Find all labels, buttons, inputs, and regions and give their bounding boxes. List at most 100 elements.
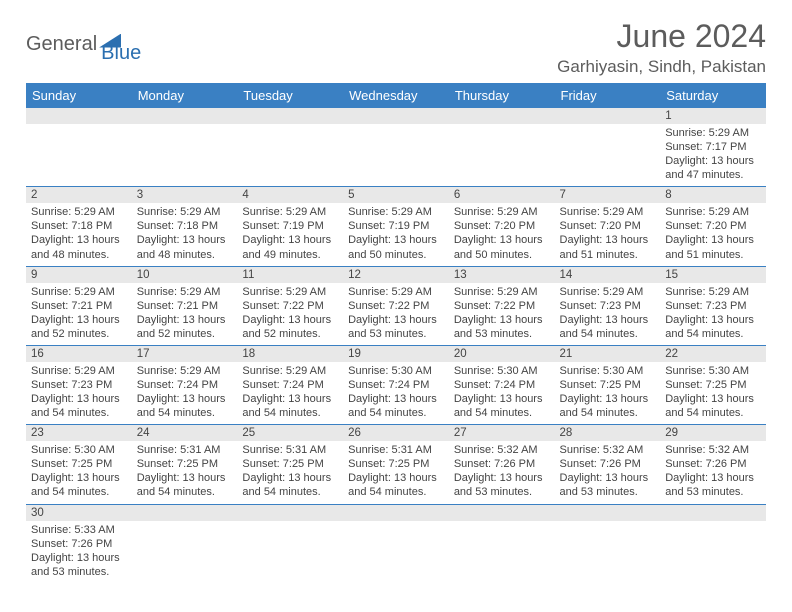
calendar-day-cell: 5Sunrise: 5:29 AMSunset: 7:19 PMDaylight… <box>343 187 449 266</box>
day-details: Sunrise: 5:31 AMSunset: 7:25 PMDaylight:… <box>343 441 449 503</box>
weekday-header: Sunday <box>26 83 132 108</box>
empty-day <box>237 505 343 521</box>
calendar-day-cell <box>449 108 555 187</box>
day-details: Sunrise: 5:29 AMSunset: 7:22 PMDaylight:… <box>343 283 449 345</box>
day-details: Sunrise: 5:29 AMSunset: 7:24 PMDaylight:… <box>132 362 238 424</box>
empty-day <box>132 505 238 521</box>
calendar-day-cell: 19Sunrise: 5:30 AMSunset: 7:24 PMDayligh… <box>343 345 449 424</box>
day-details: Sunrise: 5:29 AMSunset: 7:23 PMDaylight:… <box>26 362 132 424</box>
calendar-day-cell <box>26 108 132 187</box>
empty-day <box>343 108 449 124</box>
calendar-week-row: 2Sunrise: 5:29 AMSunset: 7:18 PMDaylight… <box>26 187 766 266</box>
day-number: 6 <box>449 187 555 203</box>
empty-day <box>449 108 555 124</box>
day-details: Sunrise: 5:29 AMSunset: 7:20 PMDaylight:… <box>555 203 661 265</box>
day-details: Sunrise: 5:30 AMSunset: 7:24 PMDaylight:… <box>449 362 555 424</box>
calendar-day-cell: 21Sunrise: 5:30 AMSunset: 7:25 PMDayligh… <box>555 345 661 424</box>
calendar-day-cell: 10Sunrise: 5:29 AMSunset: 7:21 PMDayligh… <box>132 266 238 345</box>
day-number: 25 <box>237 425 343 441</box>
day-details: Sunrise: 5:32 AMSunset: 7:26 PMDaylight:… <box>660 441 766 503</box>
day-number: 5 <box>343 187 449 203</box>
calendar-week-row: 16Sunrise: 5:29 AMSunset: 7:23 PMDayligh… <box>26 345 766 424</box>
title-block: June 2024 Garhiyasin, Sindh, Pakistan <box>557 18 766 77</box>
calendar-day-cell <box>343 504 449 583</box>
calendar-day-cell: 28Sunrise: 5:32 AMSunset: 7:26 PMDayligh… <box>555 425 661 504</box>
day-details: Sunrise: 5:32 AMSunset: 7:26 PMDaylight:… <box>555 441 661 503</box>
day-number: 9 <box>26 267 132 283</box>
calendar-table: SundayMondayTuesdayWednesdayThursdayFrid… <box>26 83 766 583</box>
day-details: Sunrise: 5:29 AMSunset: 7:19 PMDaylight:… <box>343 203 449 265</box>
calendar-week-row: 30Sunrise: 5:33 AMSunset: 7:26 PMDayligh… <box>26 504 766 583</box>
calendar-day-cell: 2Sunrise: 5:29 AMSunset: 7:18 PMDaylight… <box>26 187 132 266</box>
calendar-day-cell: 16Sunrise: 5:29 AMSunset: 7:23 PMDayligh… <box>26 345 132 424</box>
calendar-day-cell: 17Sunrise: 5:29 AMSunset: 7:24 PMDayligh… <box>132 345 238 424</box>
day-details: Sunrise: 5:29 AMSunset: 7:21 PMDaylight:… <box>26 283 132 345</box>
weekday-header: Monday <box>132 83 238 108</box>
day-details: Sunrise: 5:29 AMSunset: 7:23 PMDaylight:… <box>660 283 766 345</box>
calendar-body: 1Sunrise: 5:29 AMSunset: 7:17 PMDaylight… <box>26 108 766 583</box>
day-details: Sunrise: 5:29 AMSunset: 7:18 PMDaylight:… <box>132 203 238 265</box>
logo-text-general: General <box>26 33 97 56</box>
day-details: Sunrise: 5:29 AMSunset: 7:22 PMDaylight:… <box>449 283 555 345</box>
calendar-week-row: 9Sunrise: 5:29 AMSunset: 7:21 PMDaylight… <box>26 266 766 345</box>
day-details: Sunrise: 5:29 AMSunset: 7:17 PMDaylight:… <box>660 124 766 186</box>
calendar-day-cell: 22Sunrise: 5:30 AMSunset: 7:25 PMDayligh… <box>660 345 766 424</box>
day-details: Sunrise: 5:29 AMSunset: 7:22 PMDaylight:… <box>237 283 343 345</box>
empty-day <box>555 108 661 124</box>
day-details: Sunrise: 5:31 AMSunset: 7:25 PMDaylight:… <box>132 441 238 503</box>
empty-day <box>132 108 238 124</box>
calendar-day-cell: 13Sunrise: 5:29 AMSunset: 7:22 PMDayligh… <box>449 266 555 345</box>
day-details: Sunrise: 5:32 AMSunset: 7:26 PMDaylight:… <box>449 441 555 503</box>
calendar-day-cell: 14Sunrise: 5:29 AMSunset: 7:23 PMDayligh… <box>555 266 661 345</box>
empty-day <box>26 108 132 124</box>
header: General Blue June 2024 Garhiyasin, Sindh… <box>26 18 766 77</box>
calendar-day-cell: 3Sunrise: 5:29 AMSunset: 7:18 PMDaylight… <box>132 187 238 266</box>
calendar-day-cell <box>237 108 343 187</box>
calendar-day-cell <box>449 504 555 583</box>
day-number: 23 <box>26 425 132 441</box>
day-details: Sunrise: 5:29 AMSunset: 7:24 PMDaylight:… <box>237 362 343 424</box>
day-number: 1 <box>660 108 766 124</box>
calendar-day-cell: 18Sunrise: 5:29 AMSunset: 7:24 PMDayligh… <box>237 345 343 424</box>
empty-day <box>237 108 343 124</box>
weekday-header: Saturday <box>660 83 766 108</box>
day-number: 16 <box>26 346 132 362</box>
calendar-day-cell: 30Sunrise: 5:33 AMSunset: 7:26 PMDayligh… <box>26 504 132 583</box>
day-details: Sunrise: 5:29 AMSunset: 7:21 PMDaylight:… <box>132 283 238 345</box>
day-number: 8 <box>660 187 766 203</box>
calendar-day-cell: 11Sunrise: 5:29 AMSunset: 7:22 PMDayligh… <box>237 266 343 345</box>
day-number: 17 <box>132 346 238 362</box>
day-number: 4 <box>237 187 343 203</box>
calendar-week-row: 1Sunrise: 5:29 AMSunset: 7:17 PMDaylight… <box>26 108 766 187</box>
weekday-header: Wednesday <box>343 83 449 108</box>
day-details: Sunrise: 5:30 AMSunset: 7:24 PMDaylight:… <box>343 362 449 424</box>
day-number: 11 <box>237 267 343 283</box>
weekday-header: Thursday <box>449 83 555 108</box>
day-number: 20 <box>449 346 555 362</box>
empty-day <box>555 505 661 521</box>
calendar-day-cell: 20Sunrise: 5:30 AMSunset: 7:24 PMDayligh… <box>449 345 555 424</box>
day-details: Sunrise: 5:29 AMSunset: 7:19 PMDaylight:… <box>237 203 343 265</box>
calendar-day-cell: 7Sunrise: 5:29 AMSunset: 7:20 PMDaylight… <box>555 187 661 266</box>
day-number: 26 <box>343 425 449 441</box>
day-details: Sunrise: 5:29 AMSunset: 7:20 PMDaylight:… <box>449 203 555 265</box>
weekday-header: Tuesday <box>237 83 343 108</box>
calendar-day-cell <box>237 504 343 583</box>
calendar-day-cell: 24Sunrise: 5:31 AMSunset: 7:25 PMDayligh… <box>132 425 238 504</box>
calendar-day-cell: 29Sunrise: 5:32 AMSunset: 7:26 PMDayligh… <box>660 425 766 504</box>
weekday-header: Friday <box>555 83 661 108</box>
calendar-day-cell <box>555 504 661 583</box>
day-details: Sunrise: 5:30 AMSunset: 7:25 PMDaylight:… <box>555 362 661 424</box>
weekday-header-row: SundayMondayTuesdayWednesdayThursdayFrid… <box>26 83 766 108</box>
empty-day <box>660 505 766 521</box>
day-details: Sunrise: 5:29 AMSunset: 7:23 PMDaylight:… <box>555 283 661 345</box>
day-number: 28 <box>555 425 661 441</box>
day-details: Sunrise: 5:31 AMSunset: 7:25 PMDaylight:… <box>237 441 343 503</box>
day-number: 19 <box>343 346 449 362</box>
calendar-day-cell: 25Sunrise: 5:31 AMSunset: 7:25 PMDayligh… <box>237 425 343 504</box>
empty-day <box>449 505 555 521</box>
day-number: 10 <box>132 267 238 283</box>
calendar-day-cell <box>132 108 238 187</box>
calendar-day-cell: 27Sunrise: 5:32 AMSunset: 7:26 PMDayligh… <box>449 425 555 504</box>
day-details: Sunrise: 5:29 AMSunset: 7:18 PMDaylight:… <box>26 203 132 265</box>
